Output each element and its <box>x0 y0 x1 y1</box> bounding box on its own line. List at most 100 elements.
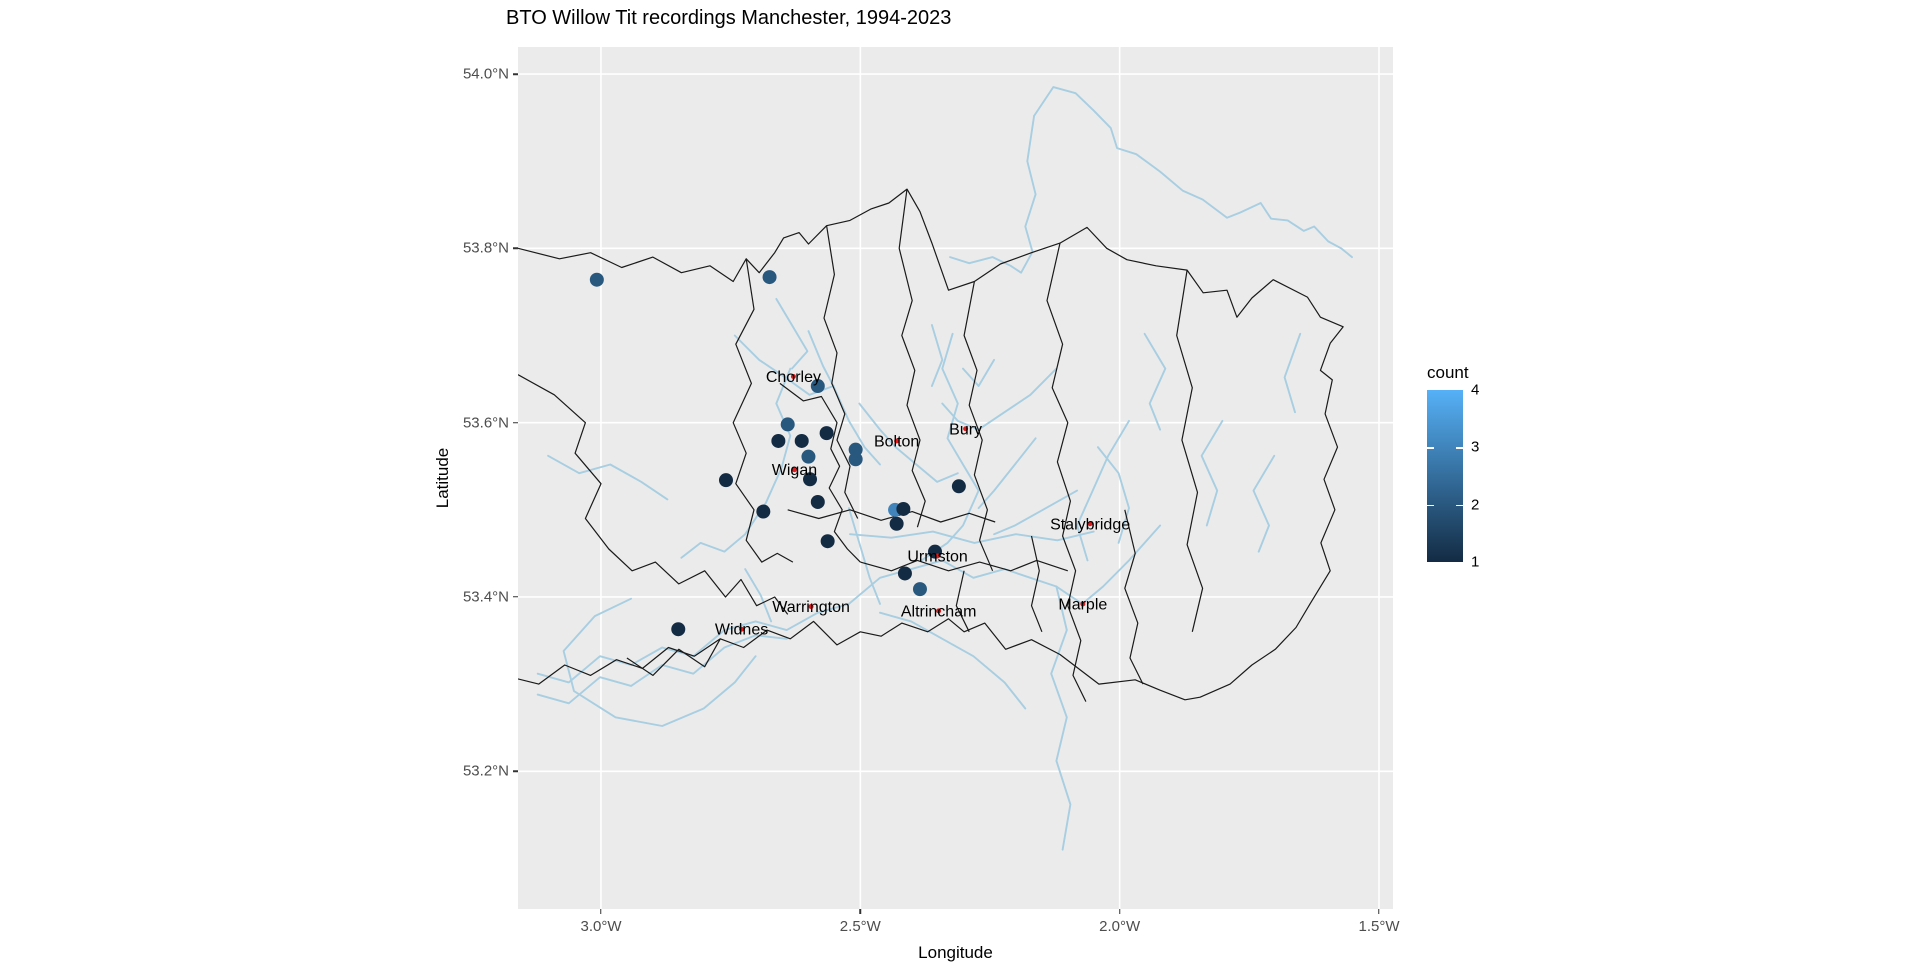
boundary-line <box>732 258 794 563</box>
city-label: Altrincham <box>901 603 977 620</box>
boundary-line <box>518 188 1344 701</box>
y-axis-title: Latitude <box>433 447 452 509</box>
y-tick-mark <box>513 596 518 598</box>
y-tick-label: 53.2°N <box>462 762 509 780</box>
legend-tick-mark <box>1427 504 1434 507</box>
recording-point <box>912 582 927 597</box>
city-marker <box>790 373 796 379</box>
recording-point <box>718 473 733 488</box>
river-line <box>562 597 757 727</box>
x-tick-mark <box>859 909 862 914</box>
recording-point <box>794 433 809 448</box>
city-marker <box>739 626 745 632</box>
y-tick-label: 53.6°N <box>462 414 509 432</box>
y-tick-mark <box>513 770 518 773</box>
city-label: Urmston <box>907 549 967 566</box>
legend-tick-mark <box>1456 504 1463 507</box>
city-label: Stalybridge <box>1050 516 1130 533</box>
boundary-line <box>1124 509 1144 685</box>
y-tick-label: 53.8°N <box>462 239 509 257</box>
boundary-line <box>898 189 926 528</box>
river-line <box>1143 332 1167 431</box>
river-line <box>993 489 1079 536</box>
river-line <box>879 611 1027 710</box>
river-line <box>962 358 996 387</box>
legend-value-label: 3 <box>1471 438 1480 456</box>
x-tick-mark <box>1378 909 1380 914</box>
river-line <box>949 114 1037 274</box>
boundary-line <box>779 382 861 563</box>
x-tick-label: 1.5°W <box>1358 918 1400 935</box>
legend-tick-mark <box>1456 447 1463 449</box>
x-axis-title: Longitude <box>918 943 993 962</box>
x-tick-label: 2.5°W <box>839 918 881 935</box>
city-marker <box>963 426 969 432</box>
river-line <box>977 437 1037 510</box>
x-tick-mark <box>1118 909 1121 914</box>
legend-tick-mark <box>1427 447 1434 449</box>
recording-point <box>803 472 818 487</box>
recording-point <box>820 534 835 549</box>
river-line <box>941 367 1058 431</box>
y-tick-mark <box>513 247 518 250</box>
boundary-line <box>963 281 994 572</box>
city-marker <box>894 438 900 444</box>
river-line <box>744 568 773 623</box>
boundary-line <box>1176 270 1204 632</box>
boundary-line <box>823 225 859 519</box>
recording-point <box>801 449 816 464</box>
river-line <box>1076 419 1130 562</box>
city-label: Chorley <box>766 369 821 386</box>
legend: count 4 3 2 1 <box>1427 363 1479 571</box>
river-line <box>547 454 669 501</box>
legend-title: count <box>1427 363 1469 382</box>
city-marker <box>791 467 797 473</box>
recording-point <box>897 566 912 581</box>
boundary-line <box>1030 535 1043 633</box>
river-line <box>1200 419 1224 527</box>
river-line <box>807 330 835 387</box>
river-line <box>1096 446 1130 544</box>
legend-colorbar: 4 3 2 1 <box>1427 382 1479 571</box>
river-line <box>849 530 1095 544</box>
legend-value-label: 4 <box>1471 381 1480 399</box>
recording-point <box>848 442 863 457</box>
recording-point <box>771 433 786 448</box>
legend-value-label: 2 <box>1471 496 1480 514</box>
x-tick-label: 3.0°W <box>580 918 622 935</box>
recording-point <box>780 417 795 432</box>
map-canvas: Chorley Bolton Bury Wigan Stalybridge Urmston… <box>518 47 1393 909</box>
river-line <box>1283 332 1302 414</box>
plot-title: BTO Willow Tit recordings Manchester, 19… <box>506 7 952 29</box>
river-line <box>847 507 881 605</box>
recording-point <box>756 504 771 519</box>
boundary-line <box>860 559 1068 572</box>
city-marker <box>936 608 942 614</box>
city-marker <box>808 604 814 610</box>
river-line <box>1033 86 1353 259</box>
city-label: Bury <box>949 421 982 438</box>
city-label: Wigan <box>772 462 817 479</box>
legend-gradient-bar <box>1427 390 1463 562</box>
river-line <box>680 367 792 559</box>
recording-point <box>951 479 966 494</box>
city-label: Warrington <box>772 599 850 616</box>
y-tick-mark <box>513 421 518 424</box>
boundary-line <box>955 570 970 633</box>
recording-point <box>896 501 911 516</box>
river-line <box>775 297 809 370</box>
river-line <box>930 324 944 387</box>
y-tick-label: 54.0°N <box>462 65 509 83</box>
boundary-line <box>1046 242 1087 702</box>
map-panel: Chorley Bolton Bury Wigan Stalybridge Urmston… <box>518 47 1393 909</box>
boundary-line <box>626 638 721 676</box>
city-marker <box>935 553 941 559</box>
river-line <box>920 332 980 562</box>
river-line <box>1252 454 1276 553</box>
river-line <box>858 402 959 483</box>
river-line <box>1050 585 1072 851</box>
recording-point <box>848 452 863 467</box>
legend-value-label: 1 <box>1471 553 1480 571</box>
x-tick-label: 2.0°W <box>1099 918 1141 935</box>
